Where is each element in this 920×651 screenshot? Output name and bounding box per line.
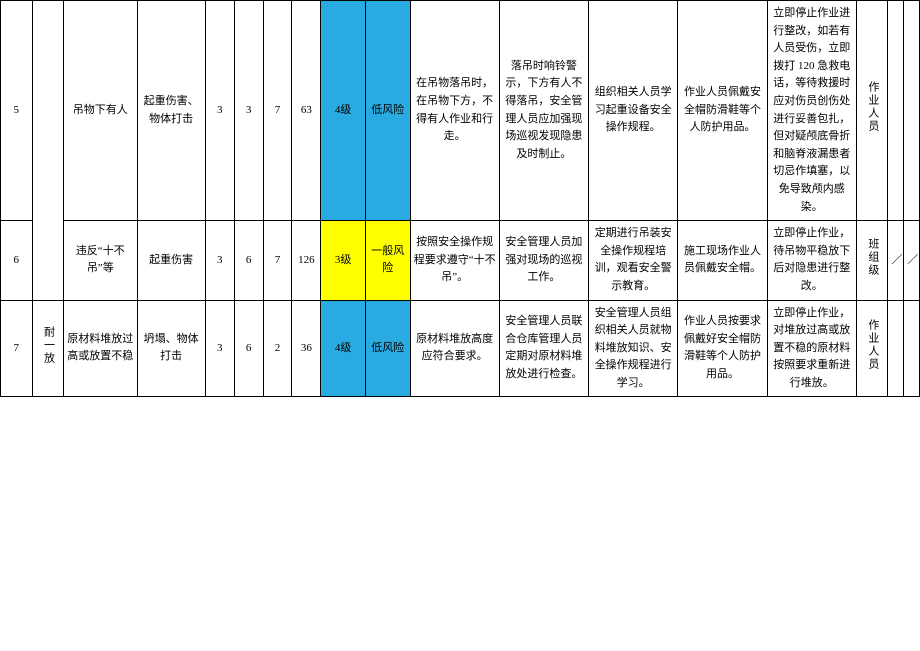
cell-flag: ／ bbox=[904, 221, 920, 300]
cell-level: 3级 bbox=[321, 221, 366, 300]
cell-c1: 按照安全操作规程要求遵守“十不吊”。 bbox=[410, 221, 499, 300]
cell-D: 36 bbox=[292, 300, 321, 397]
cell-E: 3 bbox=[234, 1, 263, 221]
cell-E: 6 bbox=[234, 300, 263, 397]
cell-hazard: 原材料堆放过高或放置不稳 bbox=[64, 300, 138, 397]
cell-D: 126 bbox=[292, 221, 321, 300]
cell-E: 6 bbox=[234, 221, 263, 300]
cell-c5: 立即停止作业，待吊物平稳放下后对隐患进行整改。 bbox=[767, 221, 856, 300]
cell-resp: 作业人员 bbox=[856, 1, 888, 221]
cell-level: 4级 bbox=[321, 300, 366, 397]
cell-c1: 在吊物落吊时，在吊物下方，不得有人作业和行走。 bbox=[410, 1, 499, 221]
cell-hazard: 违反“十不吊”等 bbox=[64, 221, 138, 300]
cell-c5: 立即停止作业，对堆放过高或放置不稳的原材料按照要求重新进行堆放。 bbox=[767, 300, 856, 397]
cell-resp: 班组级 bbox=[856, 221, 888, 300]
table-row: 5 吊物下有人 起重伤害、物体打击 3 3 7 63 4级 低风险 在吊物落吊时… bbox=[1, 1, 920, 221]
cell-c4: 施工现场作业人员佩戴安全帽。 bbox=[678, 221, 767, 300]
cell-c2: 安全管理人员加强对现场的巡视工作。 bbox=[499, 221, 588, 300]
cell-hazard: 吊物下有人 bbox=[64, 1, 138, 221]
cell-c4: 作业人员佩戴安全帽防滑鞋等个人防护用品。 bbox=[678, 1, 767, 221]
cell-analysis bbox=[888, 300, 904, 397]
cell-c2: 落吊时响铃警示，下方有人不得落吊，安全管理人员应加强现场巡视发现隐患及时制止。 bbox=[499, 1, 588, 221]
cell-category bbox=[32, 1, 64, 301]
cell-type: 坍塌、物体打击 bbox=[137, 300, 205, 397]
cell-risk: 低风险 bbox=[365, 300, 410, 397]
cell-c2: 安全管理人员联合仓库管理人员定期对原材料堆放处进行检查。 bbox=[499, 300, 588, 397]
cell-num: 6 bbox=[1, 221, 33, 300]
cell-L: 3 bbox=[205, 300, 234, 397]
cell-c3: 安全管理人员组织相关人员就物料堆放知识、安全操作规程进行学习。 bbox=[589, 300, 678, 397]
cell-c5: 立即停止作业进行整改，如若有人员受伤，立即拨打 120 急救电话，等待救援时应对… bbox=[767, 1, 856, 221]
cell-flag bbox=[904, 300, 920, 397]
risk-table: 5 吊物下有人 起重伤害、物体打击 3 3 7 63 4级 低风险 在吊物落吊时… bbox=[0, 0, 920, 397]
cell-type: 起重伤害 bbox=[137, 221, 205, 300]
cell-c3: 定期进行吊装安全操作规程培训，观看安全警示教育。 bbox=[589, 221, 678, 300]
table-body: 5 吊物下有人 起重伤害、物体打击 3 3 7 63 4级 低风险 在吊物落吊时… bbox=[1, 1, 920, 397]
cell-num: 5 bbox=[1, 1, 33, 221]
cell-C: 2 bbox=[263, 300, 292, 397]
cell-analysis bbox=[888, 1, 904, 221]
page: 5 吊物下有人 起重伤害、物体打击 3 3 7 63 4级 低风险 在吊物落吊时… bbox=[0, 0, 920, 651]
cell-level: 4级 bbox=[321, 1, 366, 221]
cell-num: 7 bbox=[1, 300, 33, 397]
cell-resp: 作业人员 bbox=[856, 300, 888, 397]
cell-analysis: ／ bbox=[888, 221, 904, 300]
cell-C: 7 bbox=[263, 1, 292, 221]
cell-L: 3 bbox=[205, 221, 234, 300]
table-row: 6 违反“十不吊”等 起重伤害 3 6 7 126 3级 一般风险 按照安全操作… bbox=[1, 221, 920, 300]
cell-D: 63 bbox=[292, 1, 321, 221]
table-row: 7 耐一放 原材料堆放过高或放置不稳 坍塌、物体打击 3 6 2 36 4级 低… bbox=[1, 300, 920, 397]
cell-c3: 组织相关人员学习起重设备安全操作规程。 bbox=[589, 1, 678, 221]
cell-category: 耐一放 bbox=[32, 300, 64, 397]
cell-L: 3 bbox=[205, 1, 234, 221]
cell-c4: 作业人员按要求佩戴好安全帽防滑鞋等个人防护用品。 bbox=[678, 300, 767, 397]
cell-C: 7 bbox=[263, 221, 292, 300]
cell-type: 起重伤害、物体打击 bbox=[137, 1, 205, 221]
cell-risk: 一般风险 bbox=[365, 221, 410, 300]
cell-flag bbox=[904, 1, 920, 221]
cell-risk: 低风险 bbox=[365, 1, 410, 221]
cell-c1: 原材料堆放高度应符合要求。 bbox=[410, 300, 499, 397]
